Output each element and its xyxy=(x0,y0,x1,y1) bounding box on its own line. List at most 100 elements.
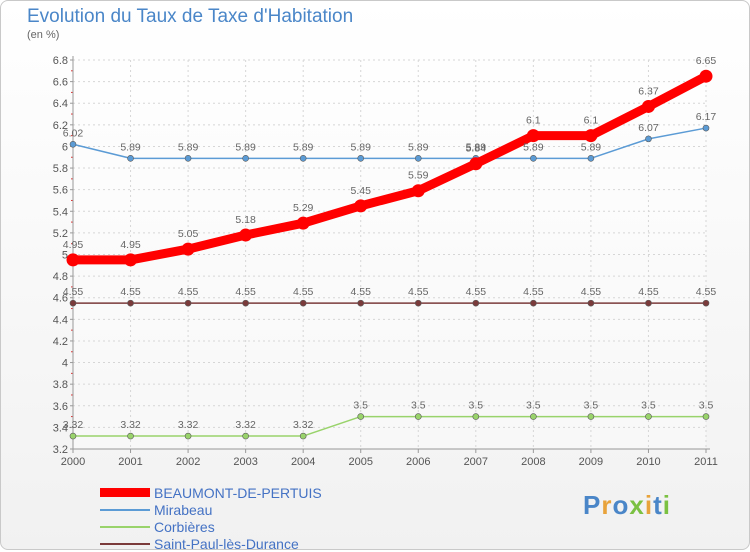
logo-letter: i xyxy=(662,490,671,520)
data-label: 5.89 xyxy=(293,141,314,153)
data-point xyxy=(184,299,192,307)
data-point xyxy=(299,299,307,307)
data-label: 3.32 xyxy=(235,419,256,431)
data-label: 5.18 xyxy=(235,214,256,226)
x-tick-label: 2011 xyxy=(694,456,718,468)
data-label: 4.55 xyxy=(63,286,84,298)
data-label: 6.65 xyxy=(696,55,717,67)
data-point xyxy=(127,432,134,440)
data-point xyxy=(69,140,77,148)
logo-letter: t xyxy=(653,490,663,520)
logo-letter: P xyxy=(583,490,602,520)
legend-label: Saint-Paul-lès-Durance xyxy=(154,535,299,552)
data-point xyxy=(699,69,713,83)
data-label: 4.95 xyxy=(120,239,141,251)
data-label: 3.5 xyxy=(526,400,541,412)
x-tick-label: 2004 xyxy=(291,456,315,468)
data-point xyxy=(124,253,138,267)
y-tick-label: 6.4 xyxy=(53,98,68,110)
data-label: 5.89 xyxy=(581,141,602,153)
data-label: 4.55 xyxy=(408,286,429,298)
data-label: 5.89 xyxy=(120,141,141,153)
data-label: 4.55 xyxy=(523,286,544,298)
data-label: 5.45 xyxy=(351,185,372,197)
legend-swatch xyxy=(100,508,150,511)
y-tick-label: 3.8 xyxy=(53,379,68,391)
series-line-2 xyxy=(72,415,707,437)
data-point xyxy=(354,199,368,213)
data-point xyxy=(69,299,77,307)
y-tick-label: 5.2 xyxy=(53,228,68,240)
chart-subtitle: (en %) xyxy=(27,29,60,41)
data-label: 3.5 xyxy=(641,400,656,412)
proxiti-logo: Proxiti xyxy=(583,490,671,521)
data-point xyxy=(702,299,710,307)
data-label: 4.55 xyxy=(293,286,314,298)
data-point xyxy=(357,413,365,420)
series-line-0 xyxy=(68,71,711,265)
data-label: 5.05 xyxy=(178,228,199,240)
data-label: 3.32 xyxy=(293,419,314,431)
y-tick-label: 4.8 xyxy=(53,271,68,283)
data-point xyxy=(242,432,249,440)
y-tick-label: 6.6 xyxy=(53,77,68,89)
data-label: 5.89 xyxy=(351,141,372,153)
legend-swatch xyxy=(100,525,150,528)
data-point xyxy=(645,135,652,143)
data-label: 6.07 xyxy=(638,122,659,134)
data-point xyxy=(530,413,537,420)
x-tick-label: 2000 xyxy=(61,456,85,468)
y-tick-label: 3.4 xyxy=(53,422,68,434)
chart-title: Evolution du Taux de Taxe d'Habitation xyxy=(27,6,354,27)
data-label: 4.95 xyxy=(63,239,84,251)
y-tick-label: 5 xyxy=(62,250,68,262)
data-label: 5.29 xyxy=(293,202,314,214)
data-point xyxy=(587,299,595,307)
data-label: 6.1 xyxy=(584,115,599,127)
data-point xyxy=(296,216,310,230)
x-tick-label: 2008 xyxy=(521,456,545,468)
y-tick-label: 3.2 xyxy=(53,444,68,456)
data-point xyxy=(411,184,425,198)
data-point xyxy=(587,155,595,162)
y-tick-label: 3.6 xyxy=(53,401,68,413)
data-label: 4.55 xyxy=(178,286,199,298)
legend-item: BEAUMONT-DE-PERTUIS xyxy=(100,484,322,501)
y-tick-label: 4.2 xyxy=(53,336,68,348)
data-point xyxy=(242,299,249,307)
legend-swatch xyxy=(100,488,150,497)
data-label: 3.32 xyxy=(63,419,84,431)
legend-swatch xyxy=(100,542,150,545)
data-point xyxy=(530,155,537,162)
legend-label: BEAUMONT-DE-PERTUIS xyxy=(154,484,322,501)
data-point xyxy=(414,413,422,420)
data-label: 6.02 xyxy=(63,127,84,139)
data-label: 4.55 xyxy=(235,286,256,298)
data-point xyxy=(702,124,710,132)
x-tick-label: 2010 xyxy=(636,456,660,468)
logo-letter: x xyxy=(629,490,645,520)
x-tick-label: 2007 xyxy=(464,456,488,468)
data-point xyxy=(299,155,307,162)
data-label: 4.55 xyxy=(696,286,717,298)
y-tick-label: 5.8 xyxy=(53,163,68,175)
logo-letter: r xyxy=(601,490,613,520)
x-tick-label: 2009 xyxy=(579,456,603,468)
data-point xyxy=(184,432,192,440)
data-point xyxy=(414,155,422,162)
data-point xyxy=(69,432,77,440)
y-tick-label: 4.4 xyxy=(53,314,68,326)
data-point xyxy=(469,157,483,171)
x-tick-label: 2001 xyxy=(118,456,142,468)
y-tick-label: 5.4 xyxy=(53,206,68,218)
data-point xyxy=(242,155,249,162)
legend: BEAUMONT-DE-PERTUIS Mirabeau Corbières Sain… xyxy=(100,484,322,552)
data-label: 6.1 xyxy=(526,115,541,127)
data-label: 6.17 xyxy=(696,111,717,123)
data-label: 3.32 xyxy=(178,419,199,431)
data-label: 5.89 xyxy=(235,141,256,153)
y-tick-label: 5.6 xyxy=(53,185,68,197)
data-point xyxy=(526,129,540,143)
y-tick-label: 6.8 xyxy=(53,55,68,67)
data-point xyxy=(587,413,595,420)
